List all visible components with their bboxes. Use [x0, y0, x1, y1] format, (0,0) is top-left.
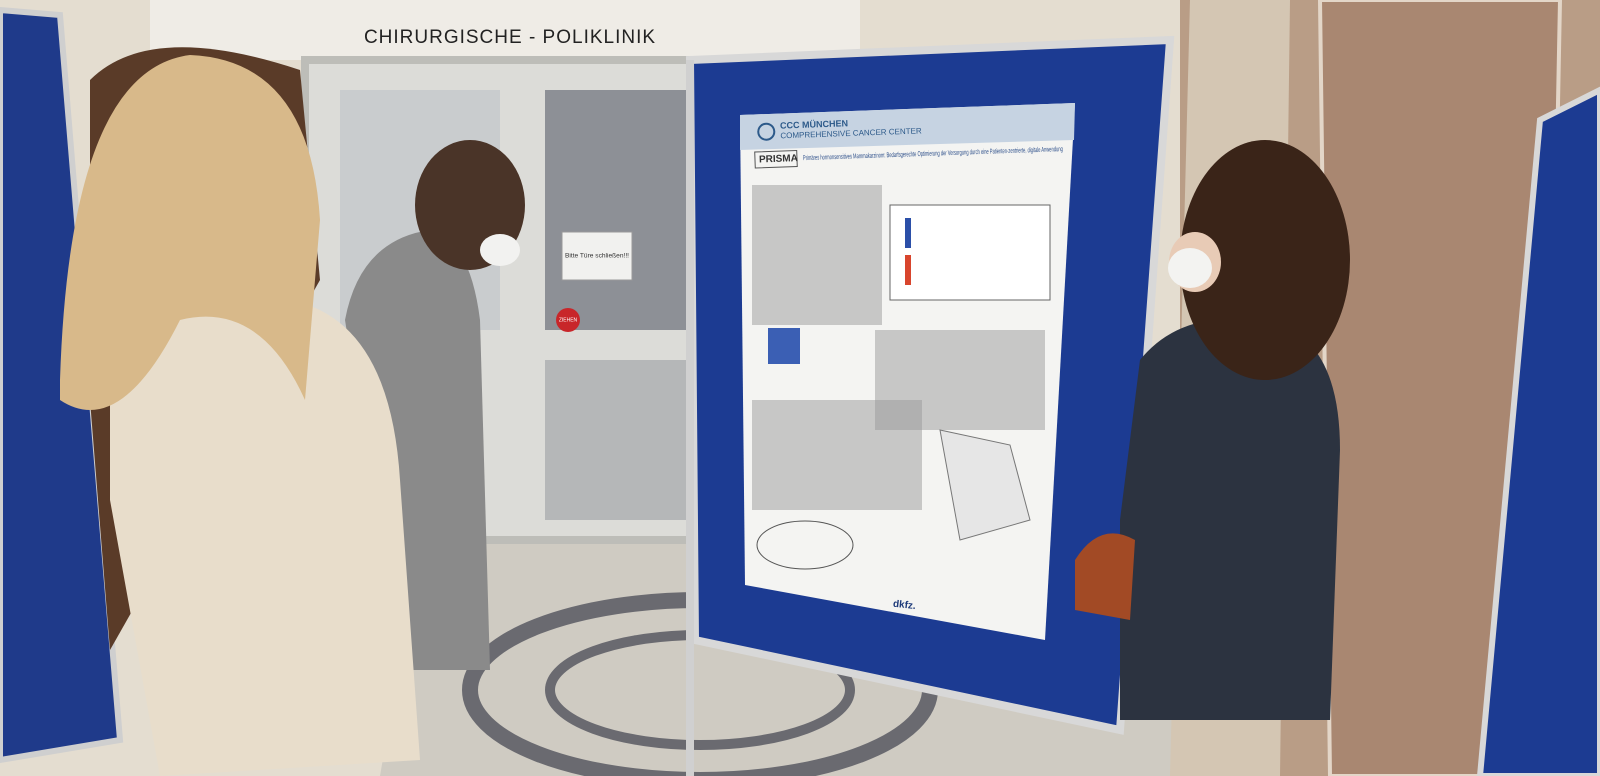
face-mask [1168, 248, 1212, 288]
sign-panel [150, 0, 860, 60]
person-cream-sweater [110, 290, 420, 776]
poster-figure [768, 328, 800, 364]
poster-figure [889, 204, 1051, 301]
door-button [556, 308, 580, 332]
figure-bar [905, 218, 911, 248]
poster-map [939, 429, 1031, 541]
poster-footer-logo: dkfz. [892, 599, 916, 612]
door-glass [545, 90, 695, 330]
door-sign: CHIRURGISCHE - POLIKLINIK [364, 27, 656, 48]
door-notice-text: Bitte Türe schließen!!! [565, 254, 629, 260]
text-column [875, 330, 1045, 430]
door-button-text: ZIEHEN [559, 317, 578, 323]
poster-figure [756, 520, 854, 570]
person-grey-coat [345, 230, 490, 670]
person-hair [1180, 140, 1350, 380]
poster-body-text [752, 185, 1045, 510]
face-mask [480, 234, 520, 266]
acronym-box [754, 150, 798, 169]
figure-bar [905, 255, 911, 285]
handbag [1075, 533, 1135, 620]
poster-acronym: PRISMA [759, 153, 798, 165]
poster-logo: CCC MÜNCHEN [780, 118, 848, 130]
text-column [752, 185, 882, 325]
poster-board [1476, 86, 1600, 776]
poster-header [740, 103, 1075, 150]
door-notice [561, 231, 633, 281]
person-blonde-hair [60, 55, 320, 410]
poster-logo-icon [757, 122, 776, 141]
person-dark-coat [1120, 318, 1340, 720]
door-glass [545, 360, 695, 520]
